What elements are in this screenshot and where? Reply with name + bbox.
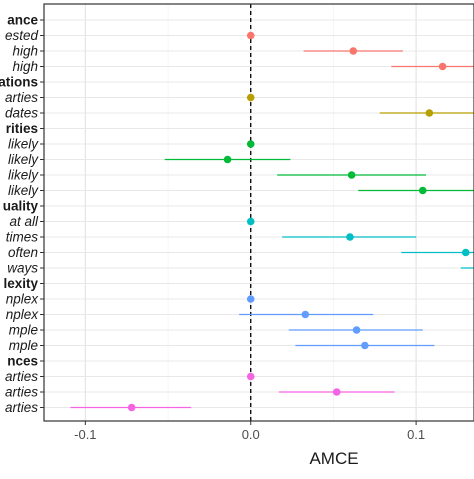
y-level-label: mple — [9, 338, 38, 353]
panel-border — [43, 3, 474, 422]
y-group-label: ations — [0, 75, 38, 90]
data-point — [301, 310, 310, 319]
y-level-label: ested — [5, 28, 39, 43]
y-level-label: nplex — [6, 292, 40, 307]
y-level-label: likely — [8, 168, 39, 183]
data-point — [349, 47, 358, 55]
data-point — [246, 372, 255, 381]
y-level-label: likely — [8, 152, 39, 167]
data-point — [346, 233, 354, 241]
panel-background — [44, 4, 474, 421]
y-level-label: nplex — [6, 307, 40, 322]
y-level-label: ways — [7, 261, 38, 276]
x-tick-label: 0.0 — [242, 427, 260, 442]
y-level-label: likely — [8, 183, 39, 198]
y-level-label: often — [8, 245, 38, 260]
data-point — [347, 171, 356, 179]
y-level-label: dates — [5, 106, 38, 121]
data-point — [332, 388, 341, 396]
y-level-label: at all — [9, 214, 39, 229]
y-level-label: times — [6, 230, 39, 245]
panel-frame — [43, 3, 474, 422]
data-point — [461, 248, 470, 257]
data-point — [438, 62, 447, 71]
x-axis-title: AMCE — [309, 449, 358, 468]
y-group-label: ance — [7, 13, 38, 28]
y-level-label: arties — [5, 400, 38, 415]
x-tick-label: 0.1 — [407, 427, 425, 442]
data-point — [418, 186, 427, 195]
y-axis-labels: anceestedhighhighationsartiesdatesrities… — [0, 13, 44, 415]
y-level-label: mple — [9, 323, 38, 338]
data-point — [246, 140, 255, 148]
data-point — [246, 217, 255, 226]
y-group-label: rities — [6, 121, 38, 136]
x-axis-ticks: -0.1 0.0 0.1 — [74, 421, 425, 442]
y-group-label: nces — [7, 354, 38, 369]
data-point — [352, 326, 361, 334]
points — [127, 31, 470, 412]
data-point — [127, 403, 136, 412]
x-tick-label: -0.1 — [74, 427, 96, 442]
data-point — [223, 155, 232, 164]
data-point — [246, 295, 255, 303]
data-point — [246, 93, 255, 102]
data-point — [246, 31, 255, 40]
data-point — [361, 341, 369, 350]
y-group-label: uality — [3, 199, 39, 214]
y-group-label: lexity — [3, 276, 38, 291]
data-point — [425, 109, 434, 117]
y-level-label: likely — [8, 137, 39, 152]
y-level-label: arties — [5, 90, 38, 105]
y-level-label: arties — [5, 369, 38, 384]
y-level-label: high — [12, 44, 38, 59]
y-level-label: arties — [5, 385, 38, 400]
y-level-label: high — [12, 59, 38, 74]
